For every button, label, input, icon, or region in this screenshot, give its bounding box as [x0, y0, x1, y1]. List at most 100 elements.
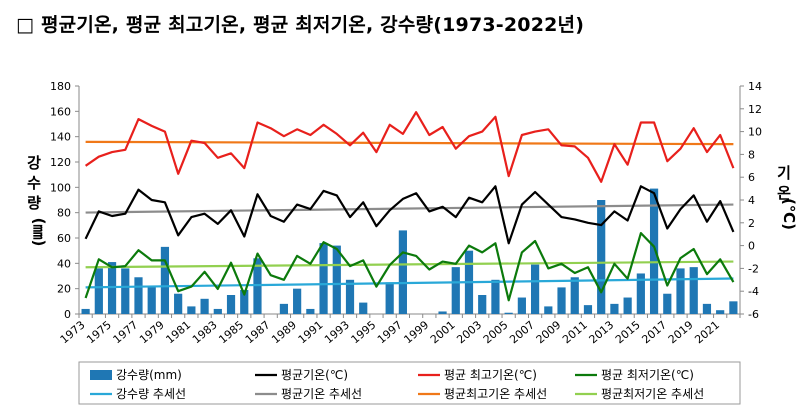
x-tick-label: 2001 [428, 318, 458, 346]
precip-bar [319, 243, 328, 314]
legend-label: 강수량(mm) [116, 368, 182, 382]
precip-bar [121, 268, 130, 314]
x-tick-label: 1987 [243, 318, 273, 346]
y-right-tick-label: -4 [748, 285, 759, 298]
precip-bar [636, 273, 645, 314]
y-right-tick-label: 10 [748, 126, 762, 139]
x-tick-label: 1983 [190, 318, 220, 346]
precip-bar [649, 188, 659, 314]
precip-bar [240, 289, 249, 314]
x-tick-label: 2015 [613, 318, 643, 346]
legend-label: 평균최저기온 추세선 [601, 387, 704, 401]
x-tick-label: 1977 [111, 318, 141, 346]
y-left-axis-title-char: 수 [27, 174, 41, 192]
trend-line [85, 277, 734, 289]
legend-swatch-bar [90, 370, 112, 380]
y-left-axis-unit: (㎜) [30, 218, 48, 247]
x-tick-label: 1995 [349, 318, 379, 346]
y-right-tick-label: -2 [748, 262, 759, 275]
x-tick-label: 2017 [639, 318, 669, 346]
y-right-tick-label: 6 [748, 171, 755, 184]
x-tick-label: 1989 [269, 318, 299, 346]
precip-bar [160, 246, 170, 314]
x-tick-label: 1981 [163, 318, 193, 346]
legend-label: 평균기온(℃) [281, 368, 348, 382]
y-left-tick-label: 180 [50, 80, 71, 93]
legend-box [78, 361, 741, 405]
legend-label: 평균최고기온 추세선 [444, 387, 547, 401]
precip-bar [332, 245, 341, 314]
legend-label: 평균 최저기온(℃) [601, 368, 694, 382]
precip-bar [530, 264, 540, 314]
y-left-axis-title-char: 강 [27, 154, 41, 172]
y-right-axis-title-char: 기 [777, 164, 791, 182]
precip-bar [359, 302, 368, 314]
y-left-tick-label: 120 [50, 156, 71, 169]
y-left-tick-label: 80 [57, 207, 71, 220]
precip-bar [544, 306, 553, 314]
x-tick-label: 1973 [58, 318, 88, 346]
y-right-axis-unit: (℃) [780, 198, 798, 230]
legend-label: 강수량 추세선 [116, 387, 186, 401]
precip-bar [398, 230, 407, 314]
x-tick-label: 2007 [507, 318, 537, 346]
precip-bar [451, 267, 460, 314]
y-right-axis-title-char: 온 [777, 184, 791, 202]
precip-bar [306, 308, 315, 314]
precip-bar [663, 293, 672, 314]
series-line [84, 111, 735, 183]
precip-bar [623, 297, 632, 314]
legend-label: 평균 최고기온(℃) [444, 368, 537, 382]
x-tick-label: 2021 [692, 318, 722, 346]
x-tick-label: 1975 [84, 318, 114, 346]
precip-bar [345, 279, 355, 314]
y-left-tick-label: 140 [50, 131, 71, 144]
page-title: □ 평균기온, 평균 최고기온, 평균 최저기온, 강수량(1973-2022년… [16, 14, 585, 36]
precip-bar [504, 312, 513, 314]
precip-bar [174, 293, 183, 314]
precip-bar [676, 268, 685, 314]
y-left-tick-label: 160 [50, 105, 71, 118]
x-tick-label: 1985 [216, 318, 246, 346]
y-right-tick-label: 2 [748, 217, 755, 230]
y-right-tick-label: 14 [748, 80, 762, 93]
precip-bar [200, 298, 209, 314]
y-right-tick-label: 12 [748, 103, 762, 116]
precip-bar [610, 303, 619, 314]
precip-bar [478, 295, 487, 314]
series-line [84, 185, 735, 245]
y-left-tick-label: 60 [57, 232, 71, 245]
precip-bar [702, 303, 712, 314]
x-tick-label: 1997 [375, 318, 405, 346]
y-left-tick-label: 100 [50, 181, 71, 194]
precip-bar [226, 295, 236, 314]
precip-bar [187, 306, 196, 314]
x-tick-label: 2005 [481, 318, 511, 346]
x-tick-label: 1993 [322, 318, 352, 346]
x-tick-label: 1979 [137, 318, 167, 346]
precip-bar [438, 311, 447, 314]
y-right-tick-label: 0 [748, 240, 755, 253]
precip-bar [279, 303, 289, 314]
y-left-tick-label: 20 [57, 283, 71, 296]
precip-bar [293, 288, 302, 314]
x-tick-label: 2011 [560, 318, 590, 346]
precip-bar [134, 277, 143, 314]
y-left-tick-label: 40 [57, 257, 71, 270]
precip-bar [583, 305, 593, 314]
trend-line [85, 260, 734, 269]
precip-bar [385, 282, 394, 314]
series-line [84, 232, 735, 302]
y-right-tick-label: -6 [748, 308, 759, 321]
x-tick-label: 2013 [587, 318, 617, 346]
y-right-tick-label: 8 [748, 148, 755, 161]
precip-bar [213, 308, 222, 314]
trend-line [85, 140, 734, 146]
precip-bar [597, 200, 606, 314]
y-left-axis-title-char: 량 [27, 194, 41, 212]
x-tick-label: 2003 [454, 318, 484, 346]
x-tick-label: 1991 [296, 318, 326, 346]
precip-bar [570, 277, 579, 314]
y-left-tick-label: 0 [64, 308, 71, 321]
